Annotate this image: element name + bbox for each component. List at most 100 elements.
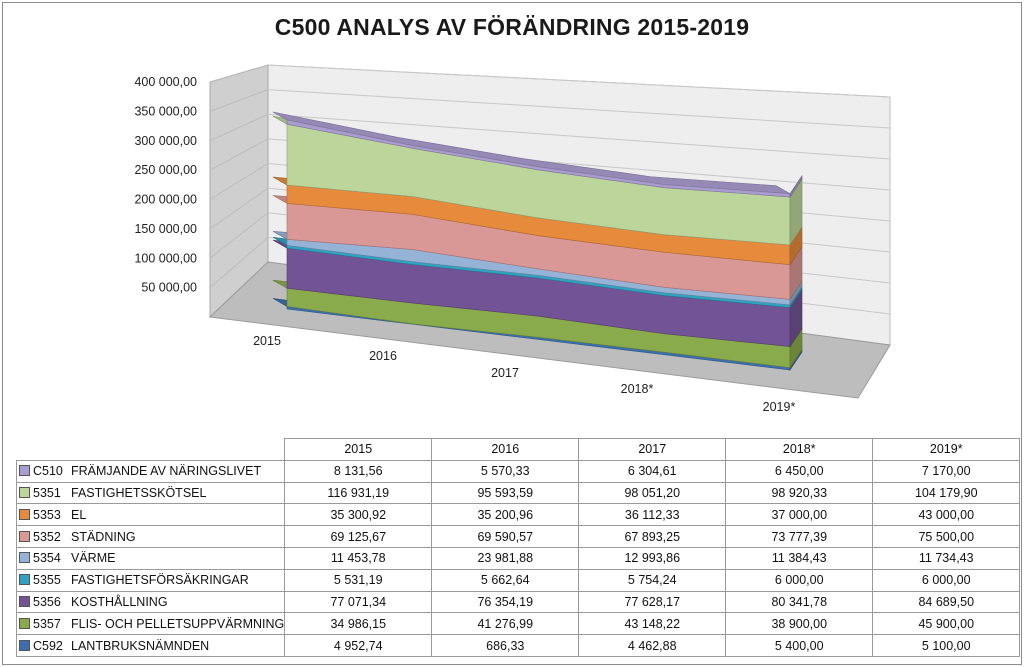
x-tick-label: 2018* xyxy=(621,382,654,396)
table-cell: 43 148,22 xyxy=(578,612,727,636)
col-header: 2015 xyxy=(284,438,433,461)
table-cell: 23 981,88 xyxy=(431,546,580,570)
table-row: 5354 VÄRME 11 453,78 23 981,88 12 993,86 11 3… xyxy=(15,546,1021,570)
table-corner xyxy=(16,438,286,461)
table-cell: 67 893,25 xyxy=(578,525,727,548)
table-cell: 34 986,15 xyxy=(284,612,433,636)
legend-swatch xyxy=(19,595,30,607)
table-cell: 80 341,78 xyxy=(725,590,874,614)
table-cell: 75 500,00 xyxy=(872,525,1021,548)
table-cell: 37 000,00 xyxy=(725,503,874,527)
legend-swatch xyxy=(19,639,30,651)
row-code: 5353 xyxy=(33,507,61,522)
row-code: 5355 xyxy=(33,573,61,588)
table-row: C592 LANTBRUKSNÄMNDEN 4 952,74 686,33 4 462,… xyxy=(15,634,1021,657)
table-cell: 12 993,86 xyxy=(578,546,727,570)
col-header: 2019* xyxy=(872,438,1021,461)
table-cell: 41 276,99 xyxy=(431,612,580,636)
row-name: EL xyxy=(71,507,87,522)
y-tick-label: 50 000,00 xyxy=(141,281,197,295)
row-name: FASTIGHETSFÖRSÄKRINGAR xyxy=(71,573,249,588)
y-tick-label: 150 000,00 xyxy=(134,222,197,236)
table-cell: 6 450,00 xyxy=(725,459,874,483)
col-header: 2016 xyxy=(431,438,580,461)
x-tick-label: 2015 xyxy=(253,334,281,348)
col-header: 2017 xyxy=(578,438,727,461)
table-cell: 7 170,00 xyxy=(872,459,1021,483)
table-row: 5352 STÄDNING 69 125,67 69 590,57 67 893,25 7… xyxy=(15,525,1021,548)
row-label: 5357 FLIS- OCH PELLETSUPPVÄRMNING xyxy=(15,612,286,636)
table-cell: 73 777,39 xyxy=(725,525,874,548)
gridline xyxy=(209,138,269,171)
table-cell: 43 000,00 xyxy=(872,503,1021,527)
row-label: 5352 STÄDNING xyxy=(15,525,286,548)
gridline xyxy=(267,89,891,129)
table-row: 5351 FASTIGHETSSKÖTSEL 116 931,19 95 593,59… xyxy=(15,481,1021,505)
table-cell: 686,33 xyxy=(431,634,580,657)
table-cell: 4 952,74 xyxy=(284,634,433,657)
row-name: FLIS- OCH PELLETSUPPVÄRMNING xyxy=(71,616,285,631)
row-label: 5354 VÄRME xyxy=(15,546,286,570)
row-code: 5357 xyxy=(33,616,61,631)
table-cell: 77 628,17 xyxy=(578,590,727,614)
chart-title: C500 ANALYS AV FÖRÄNDRING 2015-2019 xyxy=(274,14,750,40)
table-cell: 104 179,90 xyxy=(872,481,1021,505)
row-name: STÄDNING xyxy=(71,529,136,544)
table-cell: 8 131,56 xyxy=(284,459,433,483)
y-tick-label: 200 000,00 xyxy=(134,193,197,207)
table-cell: 95 593,59 xyxy=(431,481,580,505)
gridline xyxy=(209,113,269,142)
x-tick-label: 2019* xyxy=(763,400,796,414)
x-tick-label: 2016 xyxy=(369,349,397,363)
row-name: VÄRME xyxy=(71,551,116,566)
table-cell: 35 200,96 xyxy=(431,503,580,527)
legend-swatch xyxy=(19,552,30,564)
table-header-row: 2015 2016 2017 2018* 2019* xyxy=(16,438,1021,461)
legend-swatch xyxy=(19,508,30,520)
table-cell: 69 125,67 xyxy=(284,525,433,548)
table-cell: 4 462,88 xyxy=(578,634,727,657)
y-tick-label: 250 000,00 xyxy=(134,163,197,177)
table-cell: 5 754,24 xyxy=(578,568,727,592)
table-cell: 98 920,33 xyxy=(725,481,874,505)
x-tick-label: 2017 xyxy=(491,366,519,380)
y-tick-label: 400 000,00 xyxy=(134,75,197,89)
table-row: 5356 KOSTHÅLLNING 77 071,34 76 354,19 77 628… xyxy=(15,590,1021,614)
table-cell: 98 051,20 xyxy=(578,481,727,505)
table-cell: 6 000,00 xyxy=(872,568,1021,592)
y-tick-label: 300 000,00 xyxy=(134,134,197,148)
table-row: 5355 FASTIGHETSFÖRSÄKRINGAR 5 531,19 5 662,… xyxy=(15,568,1021,592)
row-name: FASTIGHETSSKÖTSEL xyxy=(71,485,207,500)
table-cell: 36 112,33 xyxy=(578,503,727,527)
row-code: C592 xyxy=(33,638,63,653)
y-tick-label: 350 000,00 xyxy=(134,104,197,118)
legend-swatch xyxy=(19,486,30,498)
data-table: 2015 2016 2017 2018* 2019* C510 FRÄMJANDE… xyxy=(15,438,1021,657)
table-cell: 84 689,50 xyxy=(872,590,1021,614)
y-tick-label: 100 000,00 xyxy=(134,251,197,265)
table-cell: 38 900,00 xyxy=(725,612,874,636)
table-cell: 5 570,33 xyxy=(431,459,580,483)
gridline xyxy=(209,89,269,112)
gridline xyxy=(209,163,269,200)
table-cell: 45 900,00 xyxy=(872,612,1021,636)
gridline xyxy=(267,64,891,98)
table-row: 5357 FLIS- OCH PELLETSUPPVÄRMNING 34 986,1… xyxy=(15,612,1021,636)
row-name: LANTBRUKSNÄMNDEN xyxy=(71,638,210,653)
row-label: 5351 FASTIGHETSSKÖTSEL xyxy=(15,481,286,505)
legend-swatch xyxy=(19,574,30,586)
row-label: 5356 KOSTHÅLLNING xyxy=(15,590,286,614)
row-code: 5352 xyxy=(33,529,61,544)
gridline xyxy=(209,64,269,83)
gridline xyxy=(209,236,269,289)
legend-swatch xyxy=(19,530,30,542)
table-row: 5353 EL 35 300,92 35 200,96 36 112,33 37 000,… xyxy=(15,503,1021,527)
table-cell: 69 590,57 xyxy=(431,525,580,548)
chart-area: 50 000,00 100 000,00 150 000,00 200 000,00 2… xyxy=(134,64,891,414)
gridline xyxy=(267,113,891,160)
table-cell: 6 000,00 xyxy=(725,568,874,592)
table-cell: 5 531,19 xyxy=(284,568,433,592)
table-cell: 11 734,43 xyxy=(872,546,1021,570)
row-label: C510 FRÄMJANDE AV NÄRINGSLIVET xyxy=(15,459,286,483)
gridline xyxy=(209,212,269,259)
